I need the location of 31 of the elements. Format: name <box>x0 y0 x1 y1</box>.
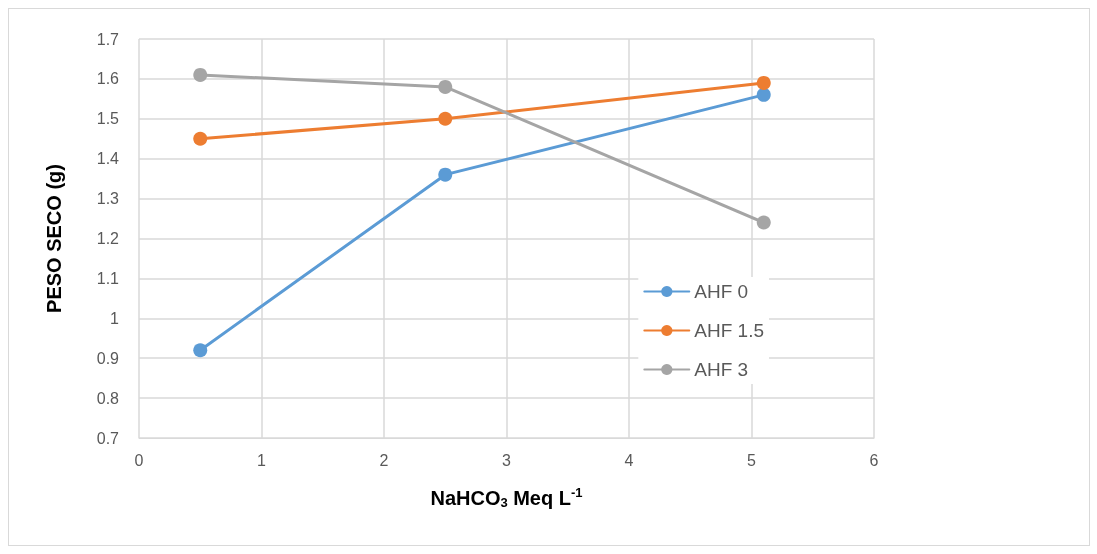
legend-label: AHF 0 <box>694 281 749 302</box>
point <box>438 111 453 126</box>
point <box>193 67 208 82</box>
y-tick-label: 1.4 <box>96 150 120 168</box>
x-tick-label: 3 <box>502 451 512 469</box>
y-tick-label: 1.6 <box>96 70 120 88</box>
y-tick-label: 1.3 <box>96 190 120 208</box>
x-tick-label: 0 <box>134 451 144 469</box>
point <box>438 167 453 182</box>
point <box>756 215 771 230</box>
y-axis-title: PESO SECO (g) <box>43 164 65 313</box>
x-tick-label: 4 <box>624 451 634 469</box>
y-tick-label: 1.2 <box>96 230 120 247</box>
x-tick-label: 2 <box>379 451 389 469</box>
point <box>193 343 208 358</box>
x-tick-label: 1 <box>257 451 267 469</box>
point <box>438 79 453 94</box>
y-tick-label: 1.5 <box>96 110 120 128</box>
y-tick-label: 1.7 <box>96 30 120 48</box>
y-tick-label: 1.1 <box>96 269 120 287</box>
y-tick-label: 0.8 <box>96 389 120 407</box>
legend-label: AHF 1.5 <box>694 320 765 341</box>
y-tick-label: 0.9 <box>96 349 120 367</box>
x-tick-label: 6 <box>869 451 879 469</box>
point <box>756 87 771 102</box>
point <box>756 75 771 90</box>
point <box>193 131 208 146</box>
legend-label: AHF 3 <box>694 359 749 380</box>
y-tick-label: 0.7 <box>96 429 120 447</box>
x-tick-label: 5 <box>747 451 757 469</box>
y-tick-label: 1 <box>110 309 120 327</box>
